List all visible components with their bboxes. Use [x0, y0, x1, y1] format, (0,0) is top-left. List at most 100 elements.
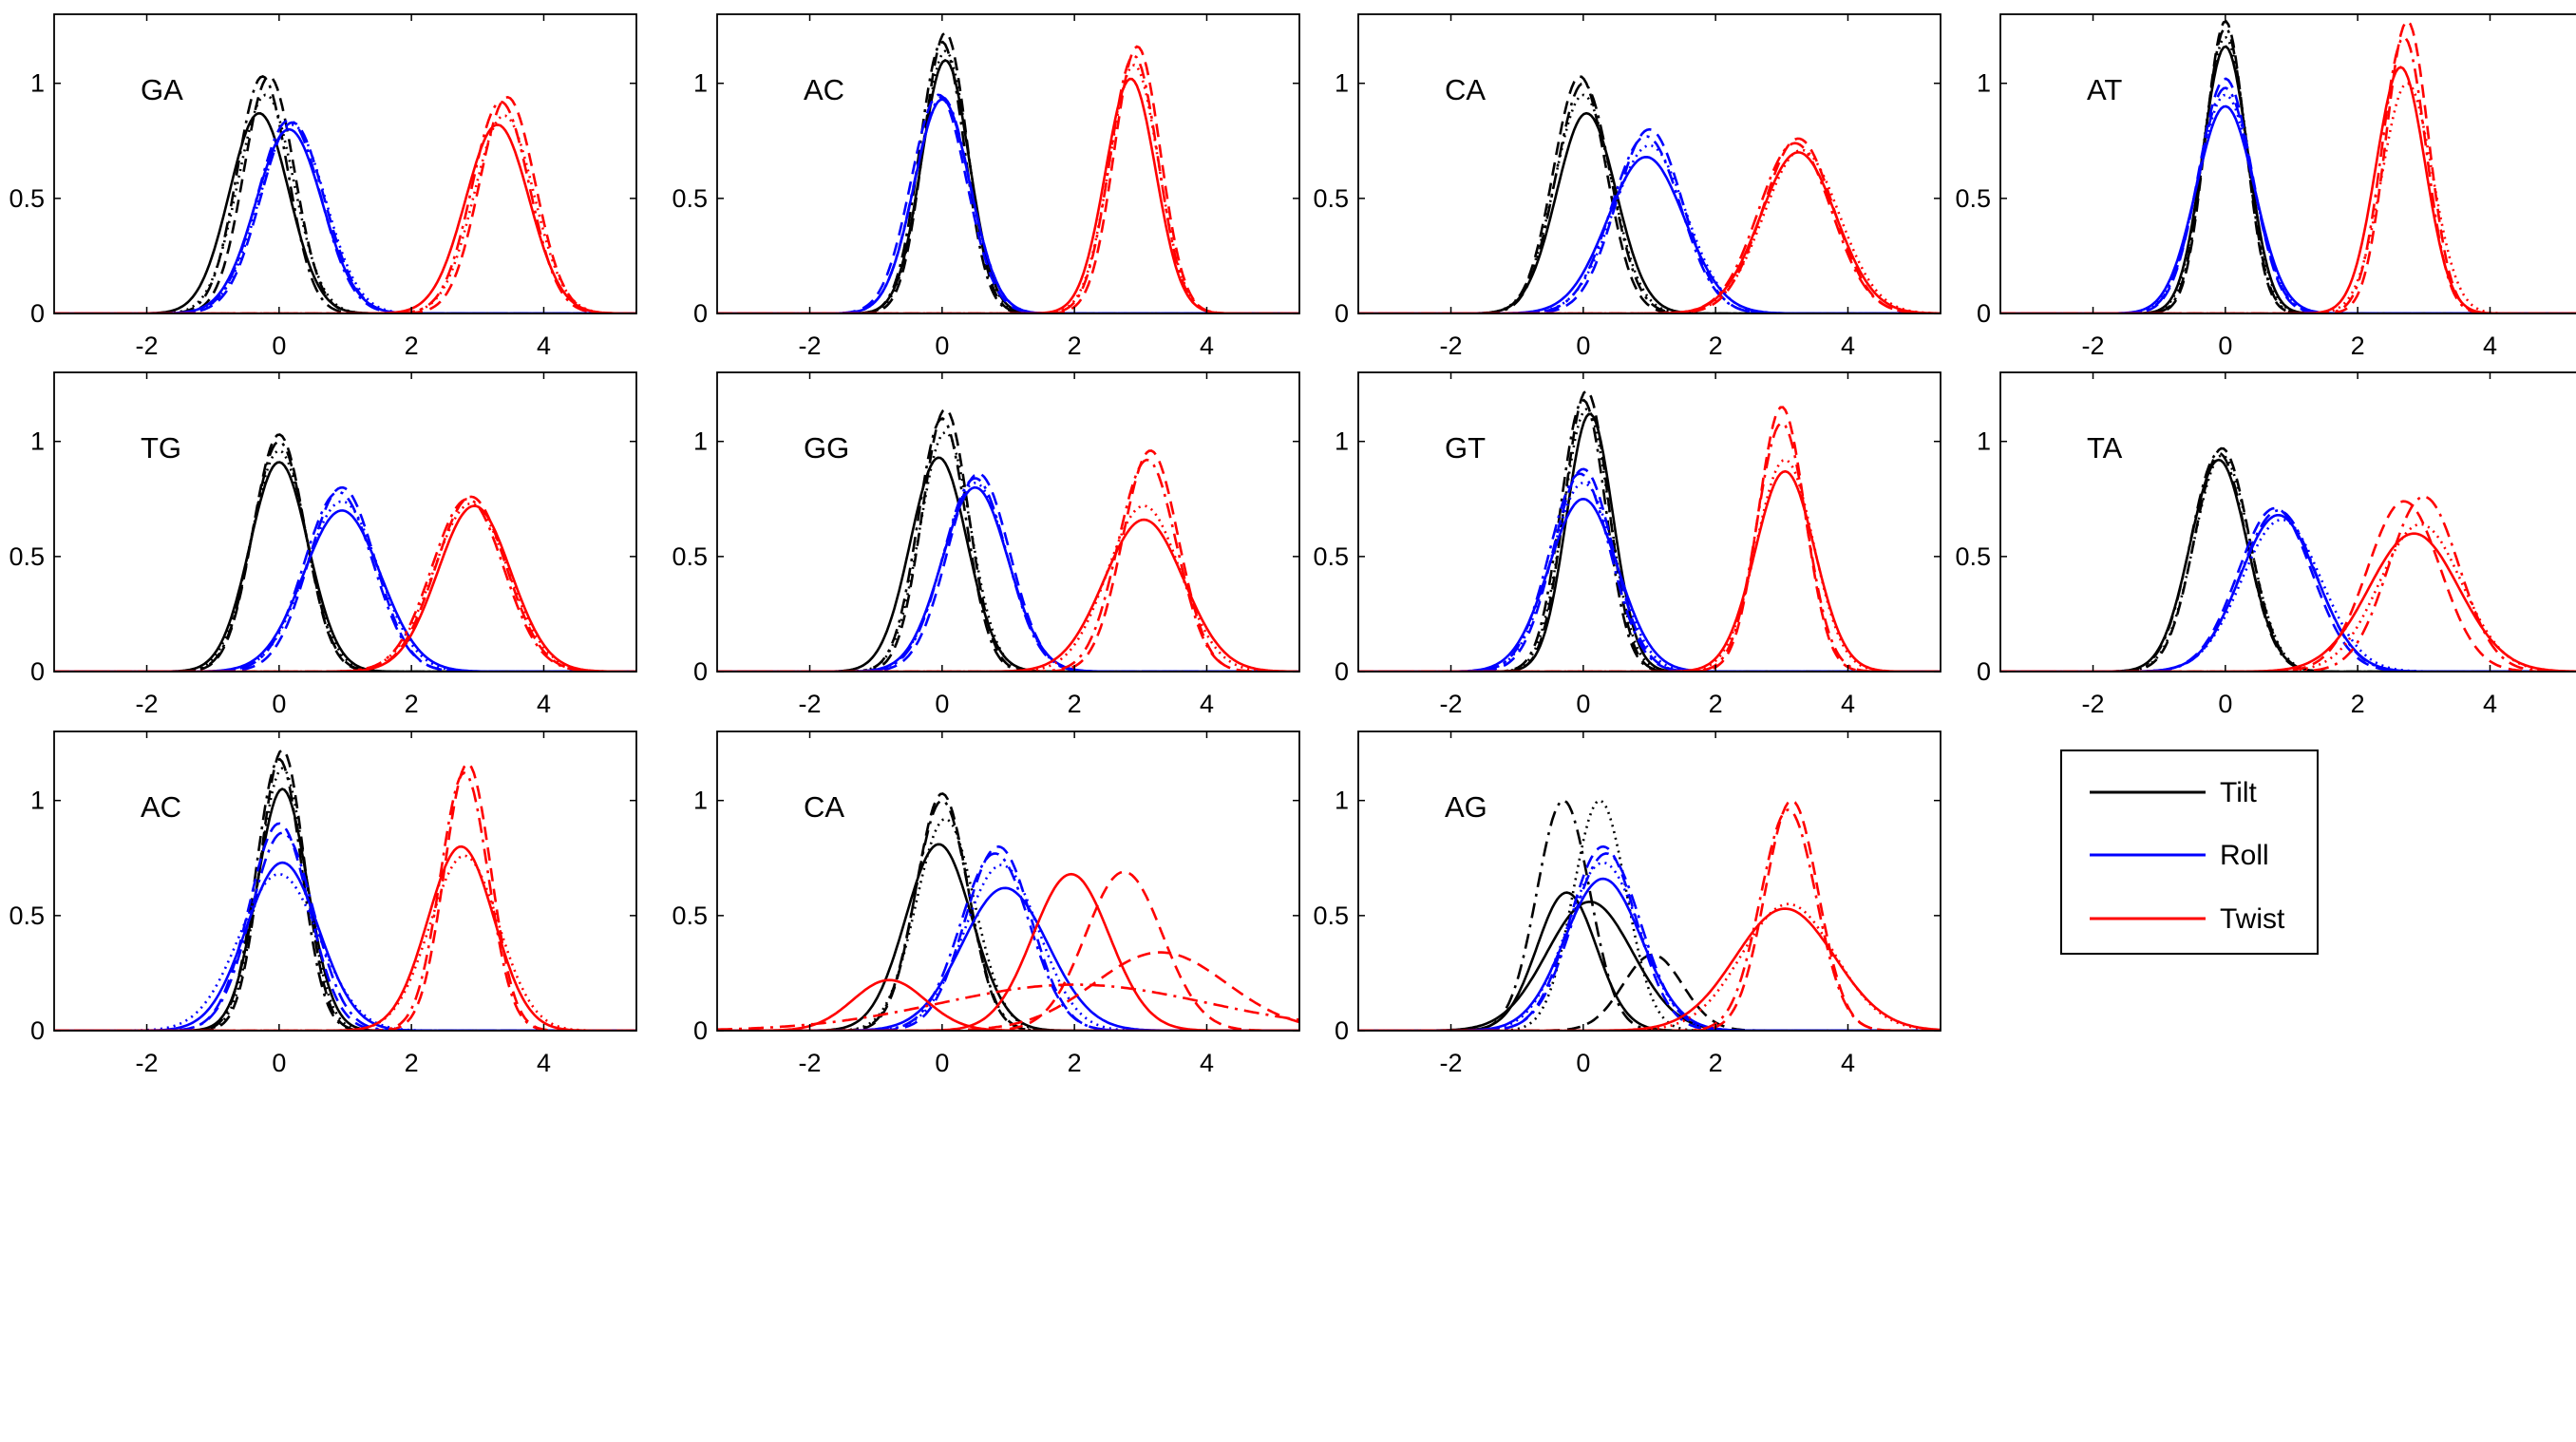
curve-twist-solid — [54, 123, 636, 313]
x-tick-label: 2 — [405, 332, 419, 360]
panel-label: TG — [141, 431, 181, 465]
x-tick-label: 0 — [1576, 332, 1590, 360]
x-tick-label: -2 — [799, 1049, 822, 1077]
panel-label: TA — [2087, 431, 2123, 465]
panel-1: -2 0 2 4 0 0.5 1 GA — [9, 13, 637, 360]
axes-frame — [1999, 13, 2576, 314]
curve-roll-solid — [2000, 104, 2576, 313]
curve-twist-dashdot — [54, 100, 636, 313]
curve-tilt-dashed — [717, 408, 1299, 672]
y-tick-label: 1 — [1335, 69, 1349, 98]
panel-label: GA — [141, 73, 183, 106]
x-tick-label: 0 — [272, 690, 286, 718]
axes-frame — [1357, 730, 1941, 1032]
y-tick-label: 0.5 — [1955, 184, 1991, 213]
curve-twist-solid — [1358, 907, 1941, 1031]
curves — [717, 30, 1299, 313]
x-tick-label: 4 — [1200, 1049, 1214, 1077]
y-tick-label: 0 — [30, 657, 45, 686]
x-tick-label: -2 — [799, 332, 822, 360]
curve-roll-dotted — [717, 482, 1299, 672]
y-tick-label: 0 — [1977, 299, 1991, 328]
panel-3: -2 0 2 4 0 0.5 1 CA — [1313, 13, 1941, 360]
x-tick-label: 0 — [1576, 690, 1590, 718]
axes-frame — [716, 13, 1300, 314]
y-tick-label: 0 — [693, 299, 708, 328]
panel-label: CA — [804, 790, 844, 824]
y-tick-label: 0 — [1977, 657, 1991, 686]
axes-frame — [1357, 13, 1941, 314]
y-tick-label: 0 — [693, 1016, 708, 1045]
curve-twist-dashed — [54, 95, 636, 313]
y-tick-label: 0 — [1335, 657, 1349, 686]
y-tick-label: 1 — [30, 69, 45, 98]
y-tick-label: 0 — [1335, 299, 1349, 328]
x-tick-label: 2 — [2351, 690, 2365, 718]
axes-background — [54, 14, 636, 313]
x-tick-label: 4 — [1841, 332, 1855, 360]
curve-roll-dashdot — [54, 831, 636, 1031]
curve-roll-dashed — [54, 822, 636, 1031]
curve-twist-dashdot — [717, 983, 1299, 1031]
panel-9: -2 0 2 4 0 0.5 1 AC — [9, 730, 637, 1077]
x-tick-label: -2 — [2082, 332, 2105, 360]
x-tick-label: 2 — [1068, 332, 1082, 360]
axes-background — [54, 372, 636, 672]
x-tick-label: 0 — [2218, 690, 2232, 718]
curve-roll-dotted — [717, 98, 1299, 313]
curve-tilt-dashdot — [1358, 398, 1941, 672]
curve-twist-dotted — [54, 114, 636, 313]
x-tick-label: 0 — [935, 332, 949, 360]
axes-background — [1358, 731, 1941, 1031]
panel-5: -2 0 2 4 0 0.5 1 TG — [9, 371, 637, 718]
x-tick-label: -2 — [1440, 1049, 1463, 1077]
panel-8: -2 0 2 4 0 0.5 1 TA — [1955, 371, 2576, 718]
y-tick-label: 0 — [693, 657, 708, 686]
y-tick-label: 1 — [1977, 69, 1991, 98]
y-tick-label: 1 — [1335, 787, 1349, 815]
curve-tilt-dashdot — [717, 417, 1299, 672]
panel-2: -2 0 2 4 0 0.5 1 AC — [672, 13, 1300, 360]
x-tick-label: -2 — [136, 332, 159, 360]
curve-roll-dashed — [54, 485, 636, 672]
x-tick-label: 0 — [2218, 332, 2232, 360]
x-tick-label: -2 — [2082, 690, 2105, 718]
axes-frame — [1999, 371, 2576, 673]
x-tick-label: 4 — [1841, 690, 1855, 718]
curve-twist-dashed — [54, 495, 636, 672]
curve-tilt-dashed — [54, 748, 636, 1031]
y-tick-label: 0.5 — [672, 542, 708, 571]
curve-roll-solid — [1358, 155, 1941, 313]
curve-roll-dashdot — [2000, 509, 2576, 672]
curve-tilt-solid — [717, 456, 1299, 672]
curve-tilt-dashdot — [717, 40, 1299, 313]
x-tick-label: 2 — [1068, 1049, 1082, 1077]
curve-twist-dotted — [54, 502, 636, 672]
curve-twist-dashdot — [717, 458, 1299, 672]
curve-roll-dotted — [54, 500, 636, 672]
curve-twist-dashdot — [717, 54, 1299, 313]
axes-background — [717, 14, 1299, 313]
curve-twist-dashed — [717, 870, 1299, 1031]
curve-tilt-dotted — [2000, 35, 2576, 313]
y-tick-label: 0 — [30, 299, 45, 328]
y-tick-label: 1 — [1335, 427, 1349, 456]
axes-background — [1358, 14, 1941, 313]
curve-tilt-dashed — [1358, 389, 1941, 672]
panel-4: -2 0 2 4 0 0.5 1 AT — [1955, 13, 2576, 360]
panel-label: GT — [1445, 431, 1486, 465]
curve-tilt-solid — [54, 787, 636, 1031]
legend-label-twist: Twist — [2220, 903, 2285, 935]
x-tick-label: -2 — [1440, 332, 1463, 360]
curve-tilt-dotted — [717, 817, 1299, 1031]
y-tick-label: 1 — [30, 427, 45, 456]
y-tick-label: 1 — [693, 787, 708, 815]
panel-6: -2 0 2 4 0 0.5 1 GG — [672, 371, 1300, 718]
curve-roll-solid — [2000, 514, 2576, 672]
y-tick-label: 0.5 — [9, 901, 45, 930]
panel-label: AC — [141, 790, 181, 824]
curve-tilt-solid — [1358, 412, 1941, 672]
x-tick-label: 4 — [537, 332, 551, 360]
y-tick-label: 0.5 — [1313, 542, 1349, 571]
